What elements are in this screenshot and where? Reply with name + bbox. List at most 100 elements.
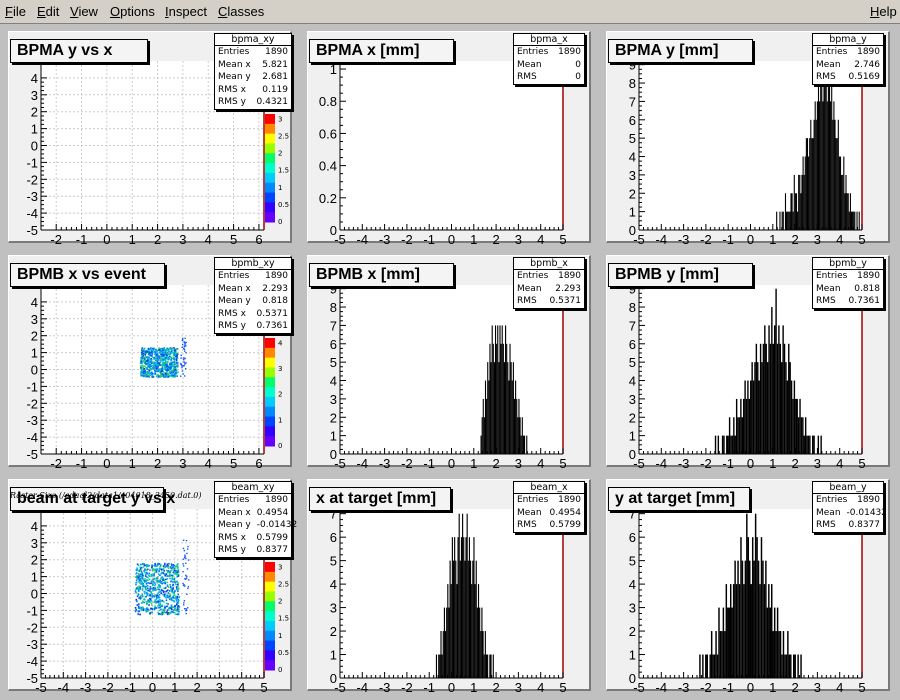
stats-row: Entries 1890 xyxy=(215,494,291,507)
hist-bin xyxy=(702,654,704,678)
density-cell xyxy=(150,600,153,602)
hist-bin xyxy=(792,398,794,454)
stats-row: Mean 2.746 xyxy=(813,59,883,72)
density-cell xyxy=(144,577,146,580)
stats-value: 0.5169 xyxy=(848,72,881,82)
density-cell xyxy=(151,611,154,614)
density-cell xyxy=(161,358,163,360)
hist-bin xyxy=(469,560,472,678)
x-tick-label: 0 xyxy=(448,232,455,247)
density-cell xyxy=(162,368,164,371)
y-tick-label: 6 xyxy=(629,337,636,352)
palette-cell xyxy=(265,347,275,359)
hist-bin xyxy=(789,211,791,230)
density-cell xyxy=(141,582,143,584)
density-cell xyxy=(153,363,155,366)
palette-cell xyxy=(265,426,275,437)
density-cell xyxy=(182,563,184,565)
x-tick-label: 1 xyxy=(769,456,776,471)
density-cell xyxy=(181,370,184,372)
density-cell xyxy=(147,362,150,364)
pad-bpmb_x[interactable]: -5 -4 -3 -2 -1 0 1 2 3 4 5 0 1 2 3 4 5 6 7 8 9 BPMB x [mm] bpm… xyxy=(307,255,591,471)
density-cell xyxy=(161,611,164,614)
stats-value: 1890 xyxy=(857,271,880,281)
pad-beam_x[interactable]: -5 -4 -3 -2 -1 0 1 2 3 4 5 0 1 2 3 4 5 6 7 x at target [mm]… xyxy=(307,479,591,695)
hist-bin xyxy=(439,654,441,678)
hist-bin xyxy=(828,83,831,230)
density-cell xyxy=(150,359,153,361)
density-cell xyxy=(184,585,186,587)
density-cell xyxy=(173,609,175,611)
menu-file[interactable]: File xyxy=(5,4,26,19)
pad-bpma_y[interactable]: -5 -4 -3 -2 -1 0 1 2 3 4 5 0 1 2 3 4 5 6 7 8 9 BPMA y [mm] bpm… xyxy=(606,31,890,247)
stats-value: 0.818 xyxy=(262,296,288,306)
canvas-caption: Raster Size (/adaql2/data1/e04018_3450.d… xyxy=(10,491,202,500)
stats-box[interactable]: beam_y Entries 1890 Mean -0.01432 RMS 0.8377 xyxy=(812,481,887,533)
density-cell xyxy=(140,596,143,599)
stats-box[interactable]: bpma_x Entries 1890 Mean 0 RMS 0 xyxy=(513,33,585,85)
density-cell xyxy=(163,566,165,568)
density-cell xyxy=(147,564,149,567)
y-tick-label: 1 xyxy=(31,122,38,137)
x-tick-label: -1 xyxy=(423,456,435,471)
stats-row: Mean 0 xyxy=(514,59,584,72)
pad-bpma_xy[interactable]: 0 0.5 1 1.5 2 2.5 3 -2 -1 0 1 2 3 4 5 6 -5 -4 -3 -2 -1 0 1 2 3 4 B… xyxy=(8,31,292,247)
stats-box[interactable]: bpmb_y Entries 1890 Mean 0.818 RMS 0.7361 xyxy=(812,257,884,309)
stats-box[interactable]: beam_xy Entries 1890 Mean x 0.4954 Mean y -0.0… xyxy=(214,481,297,558)
density-cell xyxy=(184,344,186,346)
stats-box[interactable]: bpma_xy Entries 1890 Mean x 5.821 Mean y 2.681… xyxy=(214,33,292,110)
density-cell xyxy=(140,372,143,375)
density-cell xyxy=(166,581,169,584)
density-cell xyxy=(177,583,179,586)
y-tick-label: 0.6 xyxy=(319,126,337,141)
density-cell xyxy=(145,571,148,574)
density-cell xyxy=(144,361,147,364)
stats-box[interactable]: bpmb_xy Entries 1890 Mean x 2.293 Mean y 0.818… xyxy=(214,257,292,334)
stats-row: Entries 1890 xyxy=(813,494,883,507)
density-cell xyxy=(147,355,149,358)
hist-bin xyxy=(728,607,730,678)
density-cell xyxy=(153,353,156,355)
density-cell xyxy=(155,569,158,572)
density-cell xyxy=(156,564,159,566)
hist-bin xyxy=(782,211,784,230)
pad-beam_xy[interactable]: 0 0.5 1 1.5 2 2.5 3 -5 -4 -3 -2 -1 0 1 2 3 4 5 -5 -4 -3 -2 -1 0… xyxy=(8,479,297,695)
hist-bin xyxy=(502,343,504,454)
menu-options[interactable]: Options xyxy=(110,4,155,19)
density-cell xyxy=(145,352,147,355)
palette-cell xyxy=(265,114,275,125)
stats-box[interactable]: bpmb_x Entries 1890 Mean 2.293 RMS 0.5371 xyxy=(513,257,585,309)
density-cell xyxy=(140,351,143,354)
palette-cell xyxy=(265,212,275,223)
menu-classes[interactable]: Classes xyxy=(218,4,265,19)
y-tick-label: 2 xyxy=(330,410,337,425)
hist-bin xyxy=(778,631,780,678)
pad-bpma_x[interactable]: -5 -4 -3 -2 -1 0 1 2 3 4 5 0 0.2 0.4 0.6 0.8 1 BPMA x [mm… xyxy=(307,31,591,247)
stats-box[interactable]: beam_x Entries 1890 Mean 0.4954 RMS 0.5799 xyxy=(513,481,585,533)
density-cell xyxy=(143,570,145,572)
density-cell xyxy=(180,357,182,359)
density-cell xyxy=(173,600,176,603)
density-cell xyxy=(164,358,167,361)
menu-view[interactable]: View xyxy=(70,4,98,19)
density-cell xyxy=(151,351,154,353)
density-cell xyxy=(137,605,140,608)
density-cell xyxy=(154,587,157,589)
menu-help[interactable]: Help xyxy=(870,4,897,19)
x-tick-label: -3 xyxy=(80,680,92,695)
menu-inspect[interactable]: Inspect xyxy=(165,4,207,19)
density-cell xyxy=(145,588,147,591)
hist-bin xyxy=(804,417,807,454)
density-cell xyxy=(146,592,148,595)
menu-edit[interactable]: Edit xyxy=(37,4,60,19)
pad-bpmb_y[interactable]: -5 -4 -3 -2 -1 0 1 2 3 4 5 0 1 2 3 4 5 6 7 8 9 BPMB y [mm] bpm… xyxy=(606,255,890,471)
density-cell xyxy=(152,349,155,352)
hist-bin xyxy=(806,435,808,454)
palette-cell xyxy=(265,650,275,661)
density-cell xyxy=(151,348,153,351)
stats-name: bpma_xy xyxy=(215,34,291,46)
pad-bpmb_xy[interactable]: 0 1 2 3 4 -2 -1 0 1 2 3 4 5 6 -5 -4 -3 -2 -1 0 1 2 3 4 BPMB x vs… xyxy=(8,255,292,471)
pad-beam_y[interactable]: -5 -4 -3 -2 -1 0 1 2 3 4 5 0 1 2 3 4 5 6 7 y at target [mm]… xyxy=(606,479,890,695)
stats-box[interactable]: bpma_y Entries 1890 Mean 2.746 RMS 0.5169 xyxy=(812,33,884,85)
density-cell xyxy=(161,582,164,585)
